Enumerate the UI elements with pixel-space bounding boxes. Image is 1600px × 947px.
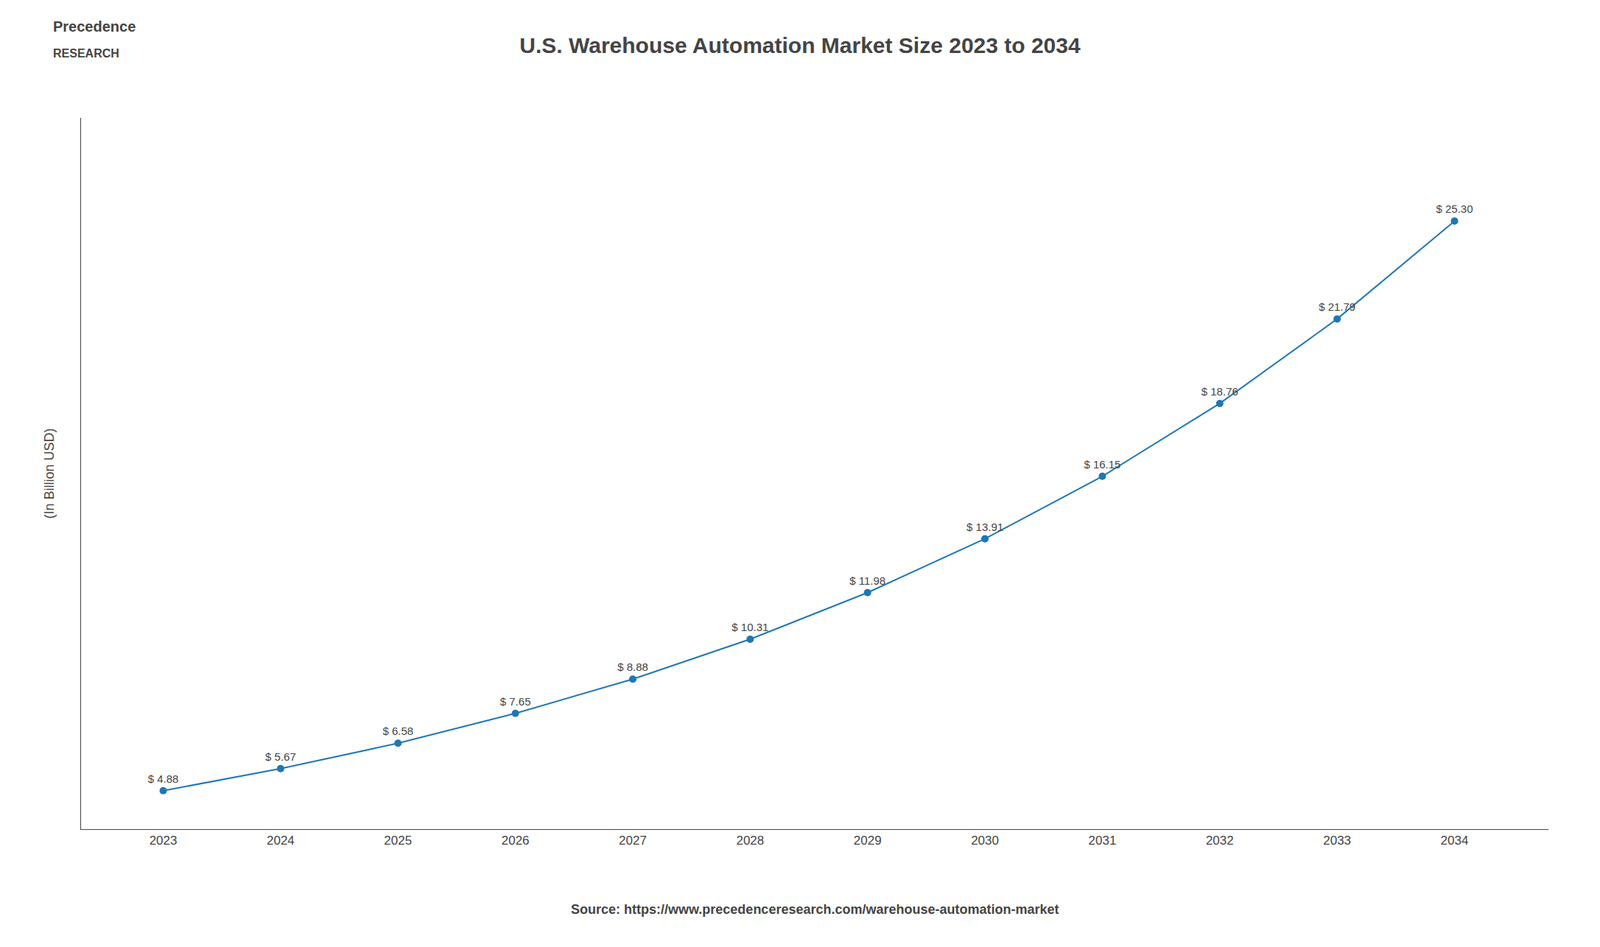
svg-text:$ 18.76: $ 18.76 <box>1201 385 1239 398</box>
svg-text:$ 8.88: $ 8.88 <box>617 660 649 674</box>
svg-text:$ 13.91: $ 13.91 <box>966 520 1004 534</box>
svg-text:2027: 2027 <box>618 833 647 848</box>
svg-text:U.S. Warehouse Automation Mark: U.S. Warehouse Automation Market Size 20… <box>519 33 1081 58</box>
svg-text:2031: 2031 <box>1088 833 1117 848</box>
svg-text:$ 4.88: $ 4.88 <box>148 772 180 786</box>
svg-text:RESEARCH: RESEARCH <box>53 47 120 60</box>
svg-text:$ 5.67: $ 5.67 <box>265 750 297 764</box>
svg-text:Precedence: Precedence <box>53 18 136 35</box>
svg-text:2030: 2030 <box>970 833 999 848</box>
svg-text:2028: 2028 <box>735 833 764 848</box>
svg-text:$ 7.65: $ 7.65 <box>500 695 532 708</box>
svg-text:$ 25.30: $ 25.30 <box>1435 202 1473 216</box>
svg-text:$ 11.98: $ 11.98 <box>849 574 886 588</box>
svg-text:2029: 2029 <box>853 833 882 848</box>
svg-text:2034: 2034 <box>1440 833 1469 848</box>
svg-text:2025: 2025 <box>383 833 412 848</box>
svg-text:2033: 2033 <box>1323 833 1352 848</box>
svg-text:Source: https://www.precedence: Source: https://www.precedenceresearch.c… <box>570 902 1060 918</box>
svg-text:$ 10.31: $ 10.31 <box>731 620 769 634</box>
svg-text:(In Billion USD): (In Billion USD) <box>41 427 57 519</box>
svg-text:$ 21.79: $ 21.79 <box>1318 300 1356 314</box>
svg-text:2032: 2032 <box>1205 833 1234 848</box>
svg-text:2024: 2024 <box>266 833 295 848</box>
svg-text:$ 16.15: $ 16.15 <box>1083 458 1121 471</box>
svg-text:2023: 2023 <box>149 833 178 848</box>
svg-text:$ 6.58: $ 6.58 <box>382 724 414 738</box>
svg-text:2026: 2026 <box>501 833 530 848</box>
